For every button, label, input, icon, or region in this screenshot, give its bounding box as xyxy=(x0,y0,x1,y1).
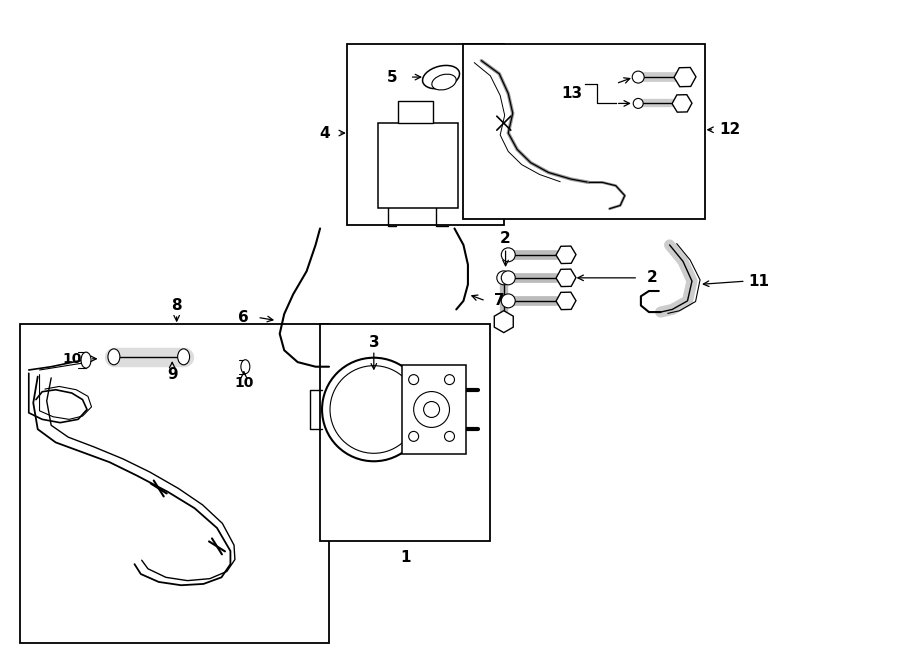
Bar xyxy=(378,123,458,208)
Circle shape xyxy=(409,375,419,385)
Bar xyxy=(401,365,466,454)
Circle shape xyxy=(632,71,644,83)
Text: 2: 2 xyxy=(500,231,511,246)
Ellipse shape xyxy=(241,360,250,373)
Text: 10: 10 xyxy=(234,376,254,390)
Circle shape xyxy=(424,401,439,418)
Ellipse shape xyxy=(422,65,460,89)
Text: 9: 9 xyxy=(166,367,177,382)
Text: 8: 8 xyxy=(171,298,182,313)
Circle shape xyxy=(501,294,515,308)
Bar xyxy=(464,44,706,219)
Bar xyxy=(320,324,490,541)
Circle shape xyxy=(445,375,455,385)
Text: 4: 4 xyxy=(320,126,329,141)
Circle shape xyxy=(445,432,455,442)
Bar xyxy=(346,44,504,225)
Circle shape xyxy=(634,98,643,108)
Circle shape xyxy=(330,366,418,453)
Text: 1: 1 xyxy=(400,550,410,565)
Bar xyxy=(398,101,433,123)
Text: 5: 5 xyxy=(386,69,397,85)
Circle shape xyxy=(414,391,449,428)
Ellipse shape xyxy=(177,349,190,365)
Text: 3: 3 xyxy=(368,335,379,350)
Circle shape xyxy=(501,271,515,285)
Text: 2: 2 xyxy=(646,270,657,286)
Circle shape xyxy=(497,271,510,285)
Text: 10: 10 xyxy=(62,352,82,366)
Ellipse shape xyxy=(108,349,120,365)
Text: 13: 13 xyxy=(562,86,582,101)
Circle shape xyxy=(322,358,426,461)
Text: 12: 12 xyxy=(719,122,740,137)
Circle shape xyxy=(501,248,515,262)
Ellipse shape xyxy=(81,352,91,368)
Circle shape xyxy=(409,432,419,442)
Bar xyxy=(20,324,329,643)
Text: 11: 11 xyxy=(749,274,770,289)
Text: 7: 7 xyxy=(494,293,505,309)
Text: 6: 6 xyxy=(238,310,249,325)
Ellipse shape xyxy=(432,74,456,90)
